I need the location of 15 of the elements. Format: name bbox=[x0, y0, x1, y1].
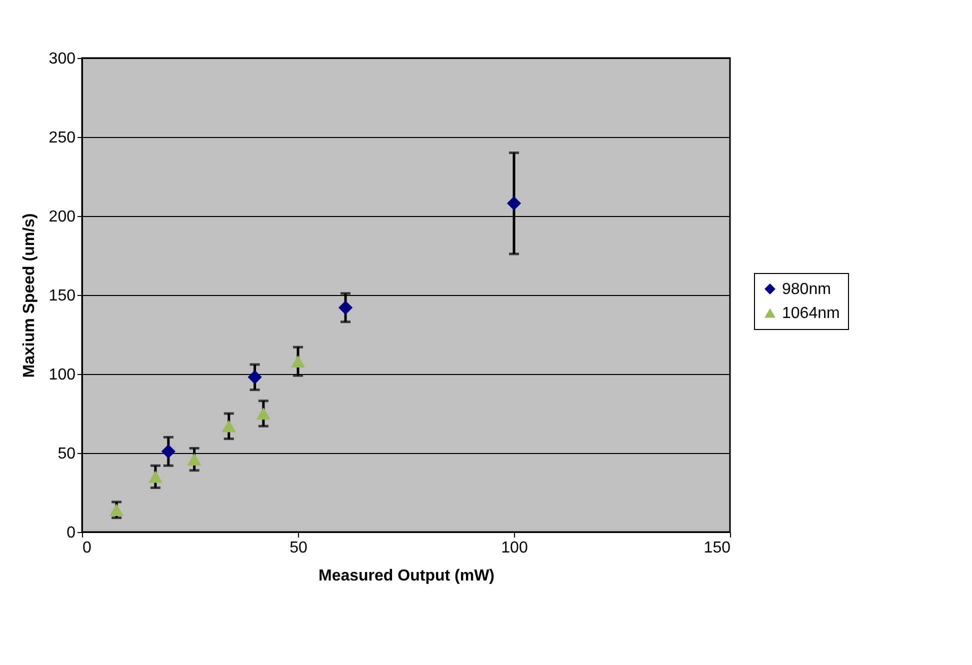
y-tick-label: 200 bbox=[48, 208, 76, 226]
legend-label: 1064nm bbox=[782, 305, 840, 322]
y-tick-label: 0 bbox=[66, 524, 76, 542]
y-tick-label: 50 bbox=[58, 446, 76, 462]
y-axis-title: Maxium Speed (um/s) bbox=[20, 213, 38, 378]
y-tick-label: 250 bbox=[48, 130, 76, 146]
legend-label: 980nm bbox=[782, 281, 831, 298]
x-axis-title: Measured Output (mW) bbox=[318, 568, 494, 584]
x-tick-label: 150 bbox=[704, 540, 731, 556]
y-tick-label: 100 bbox=[48, 366, 76, 384]
y-tick-label: 300 bbox=[48, 50, 76, 68]
x-tick-label: 100 bbox=[501, 540, 528, 556]
y-tick-label: 150 bbox=[48, 288, 76, 304]
x-tick-label: 50 bbox=[290, 540, 308, 556]
x-tick-label: 0 bbox=[82, 540, 92, 556]
